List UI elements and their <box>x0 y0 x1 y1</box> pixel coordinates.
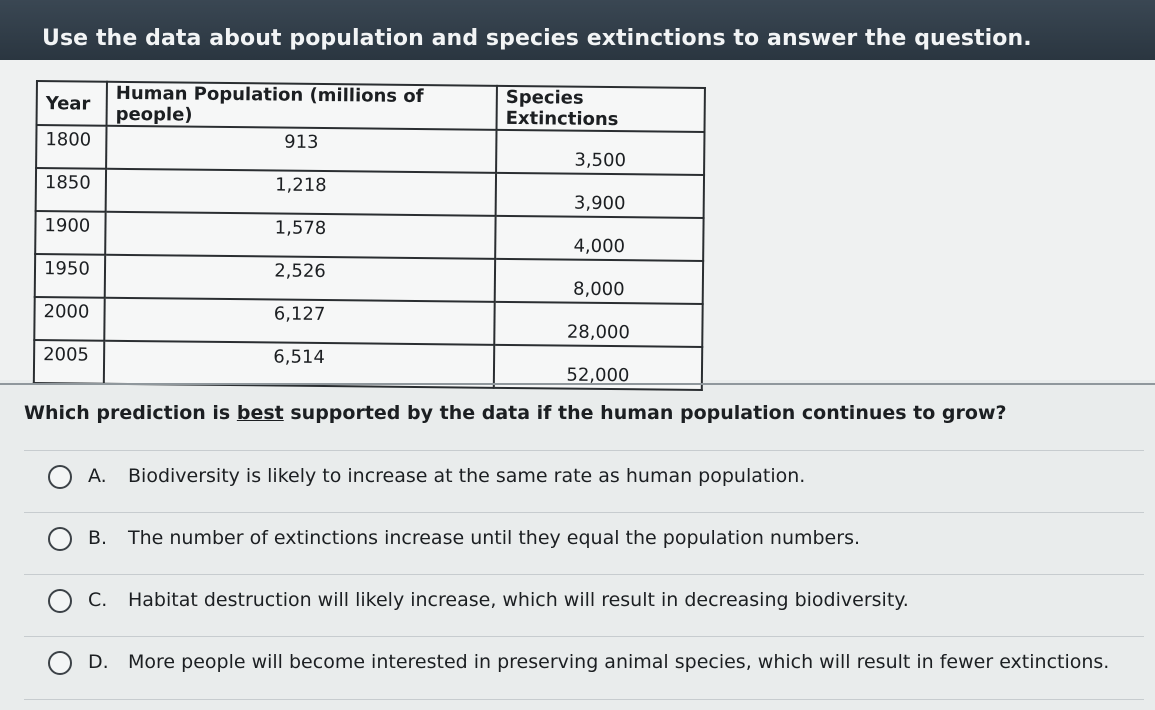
option-letter: A. <box>88 465 107 487</box>
question-emphasis: best <box>236 402 284 424</box>
option-text: More people will become interested in pr… <box>128 651 1110 673</box>
cell-extinctions: 28,000 <box>494 301 703 347</box>
cell-extinctions: 4,000 <box>495 215 704 261</box>
cell-population: 1,218 <box>105 168 497 216</box>
question-prompt: Which prediction is best supported by th… <box>24 402 1007 424</box>
question-text-after: supported by the data if the human popul… <box>283 402 1007 424</box>
option-text: The number of extinctions increase until… <box>128 527 861 549</box>
answer-option-d[interactable]: D. More people will become interested in… <box>24 636 1144 700</box>
option-text: Habitat destruction will likely increase… <box>128 589 909 611</box>
option-letter: B. <box>88 527 108 549</box>
table-row: 2000 6,127 28,000 <box>34 296 703 347</box>
table-header-row: Year Human Population (millions of peopl… <box>36 81 705 133</box>
column-header-year: Year <box>36 81 107 126</box>
answer-option-b[interactable]: B. The number of extinctions increase un… <box>24 512 1144 571</box>
section-divider <box>0 383 1155 385</box>
column-header-extinctions: Species Extinctions <box>496 85 705 133</box>
cell-extinctions: 8,000 <box>494 258 704 304</box>
answer-option-c[interactable]: C. Habitat destruction will likely incre… <box>24 574 1144 633</box>
answer-option-a[interactable]: A. Biodiversity is likely to increase at… <box>24 450 1144 509</box>
header-title: Use the data about population and specie… <box>42 26 1032 51</box>
radio-button-icon[interactable] <box>48 651 72 675</box>
radio-button-icon[interactable] <box>48 465 72 489</box>
cell-extinctions: 3,900 <box>495 172 705 218</box>
table-row: 1950 2,526 8,000 <box>34 254 704 304</box>
cell-year: 1950 <box>34 254 106 298</box>
cell-year: 2005 <box>33 339 105 384</box>
column-header-population: Human Population (millions of people) <box>106 81 497 130</box>
option-letter: C. <box>88 589 108 611</box>
table-row: 1800 913 3,500 <box>36 125 705 176</box>
cell-population: 2,526 <box>104 254 496 302</box>
table-row: 1900 1,578 4,000 <box>35 211 704 261</box>
cell-year: 1850 <box>35 168 107 212</box>
cell-year: 1800 <box>36 125 107 169</box>
radio-button-icon[interactable] <box>48 589 72 613</box>
population-extinction-table: Year Human Population (millions of peopl… <box>32 80 706 391</box>
cell-population: 1,578 <box>105 211 496 259</box>
cell-year: 1900 <box>35 211 106 255</box>
cell-population: 6,514 <box>103 340 495 388</box>
cell-extinctions: 3,500 <box>496 129 705 176</box>
table-row: 1850 1,218 3,900 <box>35 168 705 218</box>
option-text: Biodiversity is likely to increase at th… <box>128 465 806 487</box>
option-letter: D. <box>88 651 109 673</box>
question-text-before: Which prediction is <box>24 402 237 424</box>
cell-year: 2000 <box>34 296 105 341</box>
cell-population: 6,127 <box>104 297 495 345</box>
radio-button-icon[interactable] <box>48 527 72 551</box>
cell-population: 913 <box>106 125 497 173</box>
